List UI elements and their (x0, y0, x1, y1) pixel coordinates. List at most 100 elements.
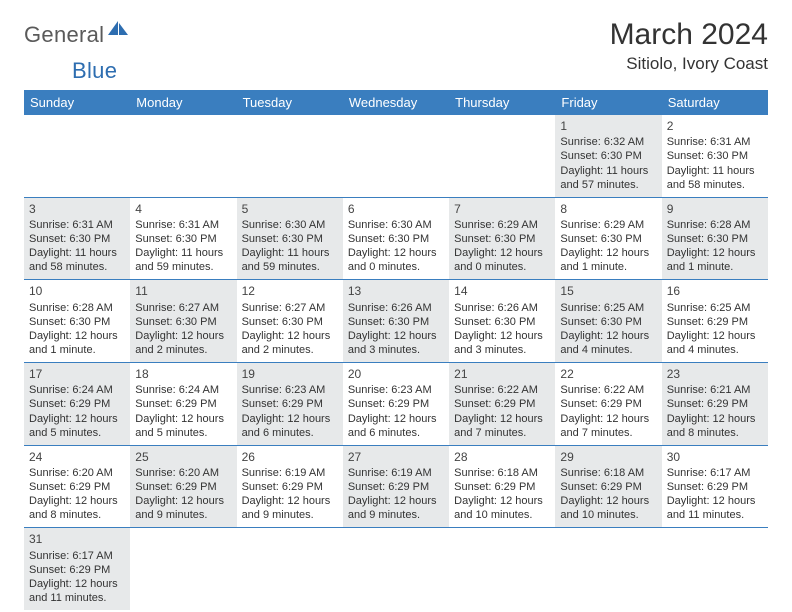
calendar-cell: 25Sunrise: 6:20 AMSunset: 6:29 PMDayligh… (130, 446, 236, 529)
calendar-cell: 27Sunrise: 6:19 AMSunset: 6:29 PMDayligh… (343, 446, 449, 529)
sunset-text: Sunset: 6:29 PM (135, 480, 231, 494)
sunset-text: Sunset: 6:29 PM (348, 397, 444, 411)
calendar-cell-blank (662, 528, 768, 610)
sunset-text: Sunset: 6:30 PM (242, 315, 338, 329)
calendar-cell: 8Sunrise: 6:29 AMSunset: 6:30 PMDaylight… (555, 198, 661, 281)
day-number: 13 (348, 284, 444, 299)
title-block: March 2024 Sitiolo, Ivory Coast (610, 18, 768, 74)
day-number: 23 (667, 367, 763, 382)
daylight-text: Daylight: 12 hours and 0 minutes. (454, 246, 550, 274)
brand-logo: General (24, 22, 130, 48)
sunset-text: Sunset: 6:29 PM (29, 397, 125, 411)
daylight-text: Daylight: 12 hours and 3 minutes. (454, 329, 550, 357)
day-number: 24 (29, 450, 125, 465)
sunrise-text: Sunrise: 6:21 AM (667, 383, 763, 397)
day-number: 9 (667, 202, 763, 217)
day-number: 22 (560, 367, 656, 382)
sunrise-text: Sunrise: 6:17 AM (29, 549, 125, 563)
calendar-cell: 12 Sunrise: 6:27 AMSunset: 6:30 PMDayligh… (237, 280, 343, 363)
sunset-text: Sunset: 6:30 PM (135, 232, 231, 246)
day-number: 7 (454, 202, 550, 217)
sunset-text: Sunset: 6:29 PM (29, 480, 125, 494)
day-number: 29 (560, 450, 656, 465)
day-number: 10 (29, 284, 125, 299)
daylight-text: Daylight: 12 hours and 3 minutes. (348, 329, 444, 357)
calendar-cell: 11Sunrise: 6:27 AMSunset: 6:30 PMDayligh… (130, 280, 236, 363)
daylight-text: Daylight: 12 hours and 7 minutes. (560, 412, 656, 440)
day-number: 18 (135, 367, 231, 382)
sunrise-text: Sunrise: 6:30 AM (242, 218, 338, 232)
sunrise-text: Sunrise: 6:27 AM (242, 301, 338, 315)
sunset-text: Sunset: 6:29 PM (29, 563, 125, 577)
calendar-cell-blank (130, 115, 236, 198)
daylight-text: Daylight: 12 hours and 1 minute. (560, 246, 656, 274)
calendar-cell: 6Sunrise: 6:30 AMSunset: 6:30 PMDaylight… (343, 198, 449, 281)
sunrise-text: Sunrise: 6:20 AM (29, 466, 125, 480)
calendar-cell: 21Sunrise: 6:22 AMSunset: 6:29 PMDayligh… (449, 363, 555, 446)
brand-text-general: General (24, 22, 104, 48)
daylight-text: Daylight: 12 hours and 1 minute. (667, 246, 763, 274)
calendar-cell: 15Sunrise: 6:25 AMSunset: 6:30 PMDayligh… (555, 280, 661, 363)
sunrise-text: Sunrise: 6:22 AM (560, 383, 656, 397)
page-title: March 2024 (610, 18, 768, 52)
sunset-text: Sunset: 6:29 PM (242, 480, 338, 494)
calendar-cell: 5Sunrise: 6:30 AMSunset: 6:30 PMDaylight… (237, 198, 343, 281)
sunset-text: Sunset: 6:30 PM (348, 315, 444, 329)
day-number: 8 (560, 202, 656, 217)
day-number: 15 (560, 284, 656, 299)
calendar-cell: 28Sunrise: 6:18 AMSunset: 6:29 PMDayligh… (449, 446, 555, 529)
day-number: 30 (667, 450, 763, 465)
daylight-text: Daylight: 12 hours and 4 minutes. (560, 329, 656, 357)
calendar-cell: 30Sunrise: 6:17 AMSunset: 6:29 PMDayligh… (662, 446, 768, 529)
daylight-text: Daylight: 11 hours and 59 minutes. (135, 246, 231, 274)
sunrise-text: Sunrise: 6:18 AM (454, 466, 550, 480)
sunset-text: Sunset: 6:29 PM (454, 480, 550, 494)
day-number: 3 (29, 202, 125, 217)
dow-header: Thursday (449, 90, 555, 115)
calendar-cell: 29Sunrise: 6:18 AMSunset: 6:29 PMDayligh… (555, 446, 661, 529)
daylight-text: Daylight: 12 hours and 5 minutes. (29, 412, 125, 440)
calendar-cell-blank (343, 115, 449, 198)
daylight-text: Daylight: 12 hours and 11 minutes. (667, 494, 763, 522)
daylight-text: Daylight: 12 hours and 2 minutes. (242, 329, 338, 357)
sunrise-text: Sunrise: 6:26 AM (454, 301, 550, 315)
daylight-text: Daylight: 12 hours and 5 minutes. (135, 412, 231, 440)
sunrise-text: Sunrise: 6:31 AM (135, 218, 231, 232)
daylight-text: Daylight: 12 hours and 1 minute. (29, 329, 125, 357)
sunset-text: Sunset: 6:29 PM (348, 480, 444, 494)
daylight-text: Daylight: 11 hours and 58 minutes. (29, 246, 125, 274)
sunrise-text: Sunrise: 6:24 AM (135, 383, 231, 397)
day-number: 5 (242, 202, 338, 217)
day-number: 28 (454, 450, 550, 465)
dow-header: Wednesday (343, 90, 449, 115)
daylight-text: Daylight: 12 hours and 2 minutes. (135, 329, 231, 357)
daylight-text: Daylight: 12 hours and 0 minutes. (348, 246, 444, 274)
sunset-text: Sunset: 6:29 PM (667, 480, 763, 494)
calendar-cell: 10Sunrise: 6:28 AMSunset: 6:30 PMDayligh… (24, 280, 130, 363)
sunset-text: Sunset: 6:30 PM (348, 232, 444, 246)
sunset-text: Sunset: 6:30 PM (454, 232, 550, 246)
sunset-text: Sunset: 6:30 PM (560, 315, 656, 329)
day-number: 21 (454, 367, 550, 382)
calendar-cell-blank (237, 115, 343, 198)
sunrise-text: Sunrise: 6:25 AM (667, 301, 763, 315)
day-number: 6 (348, 202, 444, 217)
sunrise-text: Sunrise: 6:20 AM (135, 466, 231, 480)
sunrise-text: Sunrise: 6:23 AM (348, 383, 444, 397)
calendar-grid: SundayMondayTuesdayWednesdayThursdayFrid… (24, 90, 768, 610)
calendar-cell: 24Sunrise: 6:20 AMSunset: 6:29 PMDayligh… (24, 446, 130, 529)
calendar-cell: 9Sunrise: 6:28 AMSunset: 6:30 PMDaylight… (662, 198, 768, 281)
day-number: 19 (242, 367, 338, 382)
day-number: 20 (348, 367, 444, 382)
sunrise-text: Sunrise: 6:19 AM (242, 466, 338, 480)
day-number: 1 (560, 119, 656, 134)
daylight-text: Daylight: 12 hours and 9 minutes. (135, 494, 231, 522)
sunset-text: Sunset: 6:30 PM (454, 315, 550, 329)
sunrise-text: Sunrise: 6:18 AM (560, 466, 656, 480)
day-number: 16 (667, 284, 763, 299)
sunrise-text: Sunrise: 6:23 AM (242, 383, 338, 397)
sunset-text: Sunset: 6:30 PM (29, 315, 125, 329)
day-number: 12 (242, 284, 338, 299)
calendar-cell-blank (24, 115, 130, 198)
sunrise-text: Sunrise: 6:31 AM (667, 135, 763, 149)
